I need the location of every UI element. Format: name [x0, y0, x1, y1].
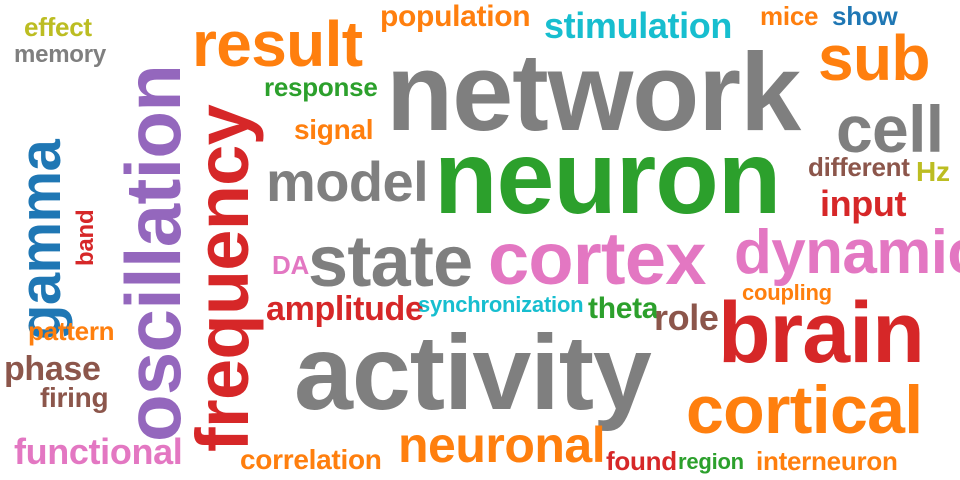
word-cortical: cortical [686, 372, 923, 448]
word-population: population [380, 0, 531, 33]
word-dynamic: dynamic [734, 218, 960, 287]
word-synchronization: synchronization [418, 292, 584, 317]
word-region: region [678, 449, 744, 474]
word-mice: mice [760, 1, 819, 31]
word-cell: cell [836, 92, 944, 166]
word-functional: functional [14, 431, 183, 472]
word-sub: sub [818, 22, 931, 94]
word-pattern: pattern [28, 316, 115, 346]
word-amplitude: amplitude [266, 290, 424, 328]
word-role: role [654, 297, 719, 338]
word-band: band [72, 209, 99, 266]
word-correlation: correlation [240, 444, 382, 475]
word-memory: memory [14, 41, 106, 68]
word-signal: signal [294, 114, 374, 145]
word-interneuron: interneuron [756, 446, 898, 476]
word-hz: Hz [916, 156, 950, 187]
word-response: response [264, 72, 378, 102]
word-stimulation: stimulation [544, 5, 733, 46]
word-different: different [808, 152, 910, 182]
word-phase: phase [4, 350, 101, 388]
word-model: model [266, 150, 429, 213]
word-neuronal: neuronal [398, 417, 606, 473]
word-result: result [192, 8, 363, 80]
word-network: network [386, 31, 801, 154]
word-coupling: coupling [742, 280, 832, 305]
word-neuron: neuron [434, 120, 781, 236]
word-frequency: frequency [181, 104, 264, 452]
word-da: DA [272, 250, 310, 280]
word-theta: theta [588, 292, 659, 325]
word-gamma: gamma [8, 139, 73, 340]
word-found: found [606, 446, 677, 476]
word-activity: activity [294, 314, 652, 432]
word-firing: firing [40, 382, 109, 413]
word-effect: effect [24, 12, 92, 42]
word-show: show [832, 1, 898, 31]
word-cortex: cortex [488, 217, 706, 300]
word-input: input [820, 183, 907, 224]
word-brain: brain [718, 285, 925, 381]
word-state: state [308, 222, 473, 302]
